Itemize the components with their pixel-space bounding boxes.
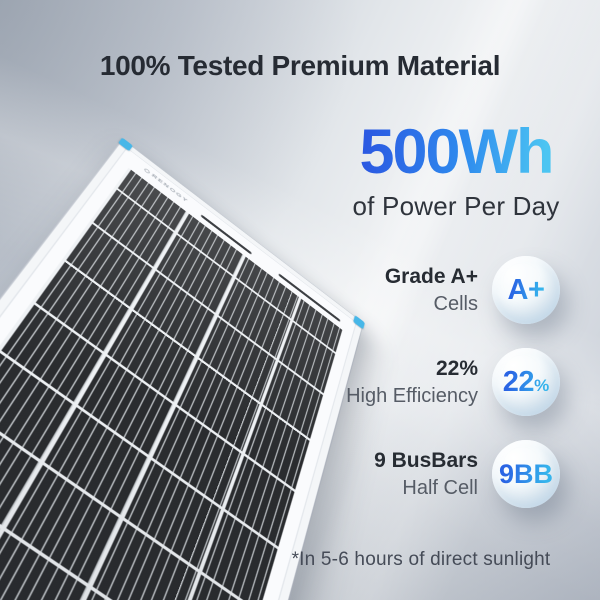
feature-subtitle: Half Cell: [402, 476, 478, 499]
feature-row-busbars: 9 BusBars Half Cell 9BB: [346, 440, 560, 508]
feature-labels: 9 BusBars Half Cell: [374, 448, 478, 499]
brand-logo-icon: [143, 167, 151, 174]
feature-labels: 22% High Efficiency: [346, 356, 478, 407]
feature-title: Grade A+: [384, 265, 478, 289]
feature-title: 9 BusBars: [374, 449, 478, 473]
hero-subtitle: of Power Per Day: [352, 191, 560, 221]
grade-badge: A+: [492, 256, 560, 324]
busbars-badge: 9BB: [492, 440, 560, 508]
solar-cells-shading: [0, 167, 343, 600]
solar-cells-grid: [0, 167, 343, 600]
feature-title: 22%: [435, 357, 478, 381]
solar-panel-image: RENOGY: [0, 137, 365, 600]
footnote-text: *In 5-6 hours of direct sunlight: [291, 549, 551, 570]
feature-labels: Grade A+ Cells: [385, 264, 478, 315]
feature-list: Grade A+ Cells A+ 22% High Efficiency 22…: [346, 256, 560, 508]
busbars-badge-text: 9BB: [498, 458, 553, 489]
hero-value: 500Wh: [359, 117, 554, 187]
panel-frame-face: RENOGY: [0, 147, 357, 600]
efficiency-badge-text: 22%: [502, 365, 550, 398]
hero-block: 500Wh of Power Per Day: [320, 121, 592, 222]
feature-row-efficiency: 22% High Efficiency 22%: [346, 348, 560, 416]
feature-row-grade: Grade A+ Cells A+: [346, 256, 560, 324]
feature-subtitle: Cells: [433, 292, 478, 315]
grade-badge-text: A+: [507, 273, 545, 306]
corner-protector-icon: [118, 137, 134, 152]
efficiency-badge: 22%: [492, 348, 560, 416]
page-title: 100% Tested Premium Material: [99, 50, 501, 81]
feature-subtitle: High Efficiency: [346, 384, 478, 407]
